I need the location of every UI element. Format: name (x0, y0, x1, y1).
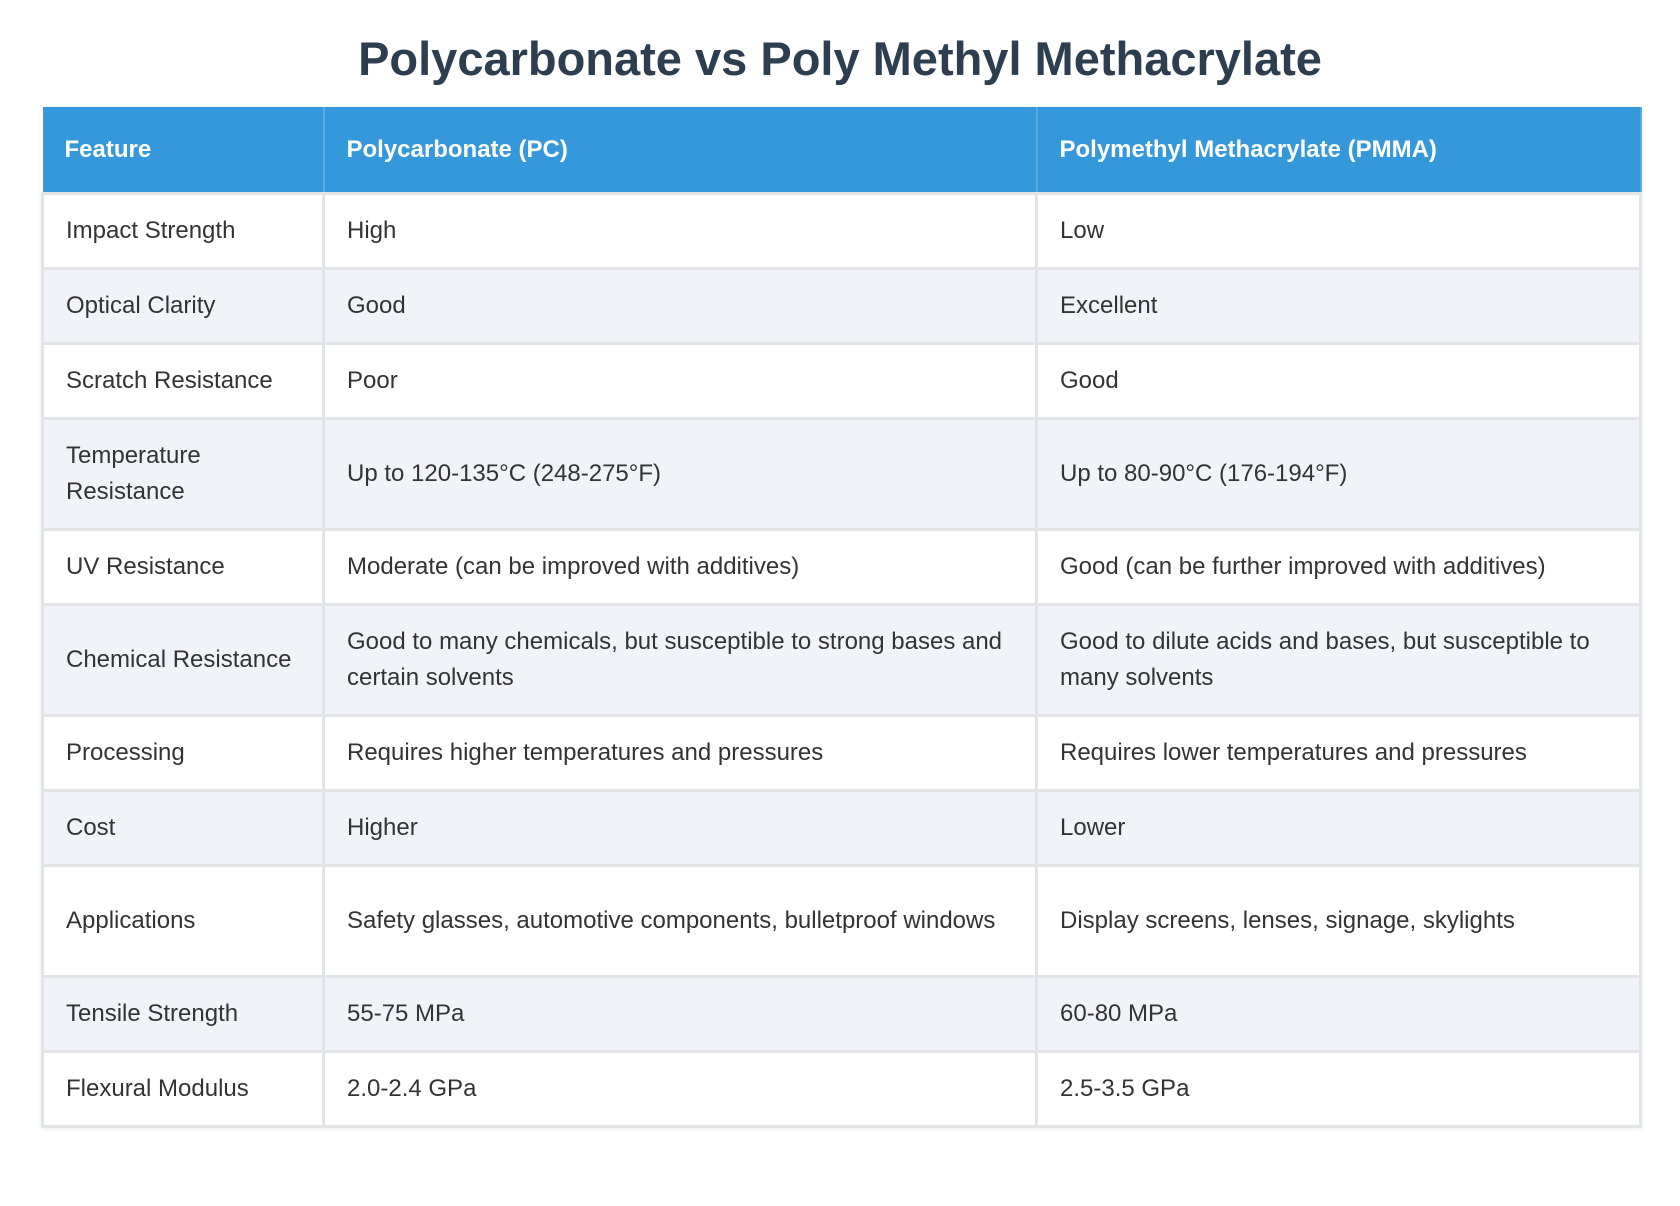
value-cell: Good (322, 267, 1038, 345)
value-cell: 2.0-2.4 GPa (322, 1050, 1038, 1128)
value-cell: Poor (322, 342, 1038, 420)
feature-cell: Processing (41, 714, 325, 792)
table-row: Optical Clarity Good Excellent (41, 267, 1642, 345)
table-body: Impact Strength High Low Optical Clarity Goo… (41, 192, 1642, 1128)
header-row: Feature Polycarbonate (PC) Polymethyl Meth… (42, 107, 1642, 194)
value-cell: Moderate (can be improved with additives… (322, 528, 1038, 606)
table-row: UV Resistance Moderate (can be improved w… (41, 528, 1642, 606)
page-title: Polycarbonate vs Poly Methyl Methacrylat… (358, 32, 1322, 85)
value-cell: Lower (1035, 789, 1642, 867)
table-row: Temperature Resistance Up to 120-135°C (2… (41, 417, 1642, 531)
value-cell: 55-75 MPa (322, 975, 1038, 1053)
value-cell: Good (1035, 342, 1642, 420)
feature-cell: UV Resistance (41, 528, 325, 606)
feature-cell: Tensile Strength (41, 975, 325, 1053)
value-cell: Requires lower temperatures and pressure… (1035, 714, 1642, 792)
value-cell: Good (can be further improved with addit… (1035, 528, 1642, 606)
feature-cell: Cost (41, 789, 325, 867)
table-row: Impact Strength High Low (41, 192, 1642, 270)
column-header: Feature (42, 107, 325, 194)
value-cell: 2.5-3.5 GPa (1035, 1050, 1642, 1128)
feature-cell: Chemical Resistance (41, 603, 325, 717)
value-cell: 60-80 MPa (1035, 975, 1642, 1053)
value-cell: Excellent (1035, 267, 1642, 345)
table-row: Cost Higher Lower (41, 789, 1642, 867)
value-cell: Up to 80-90°C (176-194°F) (1035, 417, 1642, 531)
value-cell: Up to 120-135°C (248-275°F) (322, 417, 1038, 531)
value-cell: Higher (322, 789, 1038, 867)
table-row: Applications Safety glasses, automotive c… (41, 864, 1642, 978)
value-cell: Safety glasses, automotive components, b… (322, 864, 1038, 978)
table-row: Processing Requires higher temperatures a… (41, 714, 1642, 792)
table-row: Scratch Resistance Poor Good (41, 342, 1642, 420)
value-cell: Good to many chemicals, but susceptible … (322, 603, 1038, 717)
value-cell: High (322, 192, 1038, 270)
column-header: Polymethyl Methacrylate (PMMA) (1036, 107, 1642, 194)
feature-cell: Impact Strength (41, 192, 325, 270)
feature-cell: Optical Clarity (41, 267, 325, 345)
column-header: Polycarbonate (PC) (323, 107, 1038, 194)
table-head: Feature Polycarbonate (PC) Polymethyl Meth… (42, 107, 1642, 194)
feature-cell: Applications (41, 864, 325, 978)
table-row: Flexural Modulus 2.0-2.4 GPa 2.5-3.5 GPa (41, 1050, 1642, 1128)
value-cell: Good to dilute acids and bases, but susc… (1035, 603, 1642, 717)
feature-cell: Temperature Resistance (41, 417, 325, 531)
table-row: Chemical Resistance Good to many chemical… (41, 603, 1642, 717)
table-row: Tensile Strength 55-75 MPa 60-80 MPa (41, 975, 1642, 1053)
feature-cell: Scratch Resistance (41, 342, 325, 420)
value-cell: Low (1035, 192, 1642, 270)
feature-cell: Flexural Modulus (41, 1050, 325, 1128)
comparison-table: Feature Polycarbonate (PC) Polymethyl Meth… (41, 107, 1642, 1128)
value-cell: Requires higher temperatures and pressur… (322, 714, 1038, 792)
value-cell: Display screens, lenses, signage, skylig… (1035, 864, 1642, 978)
